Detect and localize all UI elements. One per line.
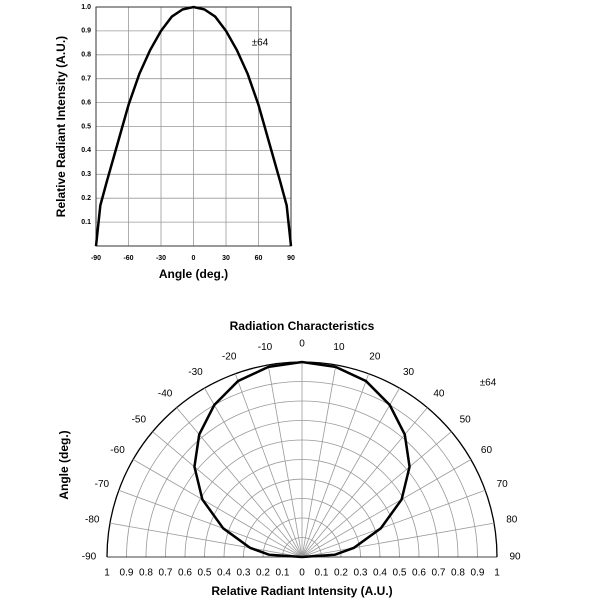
r-tick-label: 0.8 <box>451 568 465 579</box>
y-tick-label: 0.8 <box>81 52 91 59</box>
x-tick-label: -90 <box>91 255 101 262</box>
r-tick-label: 0.1 <box>315 568 329 579</box>
r-tick-label: 0.4 <box>373 568 387 579</box>
chart-title: Radiation Characteristics <box>230 319 375 333</box>
grid-spoke <box>301 387 400 558</box>
x-tick-label: 0 <box>192 255 196 262</box>
angle-tick-label: 20 <box>369 351 381 362</box>
r-tick-label: 0 <box>299 568 305 579</box>
angle-tick-label: 40 <box>433 388 445 399</box>
angle-tick-label: 10 <box>333 342 345 353</box>
angle-tick-label: -10 <box>258 342 273 353</box>
grid-spoke <box>301 373 370 558</box>
y-tick-label: 1.0 <box>81 4 91 11</box>
angle-tick-label: -70 <box>95 479 110 490</box>
y-tick-label: 0.3 <box>81 171 91 178</box>
y-axis-label: Relative Radiant Intensity (A.U.) <box>54 36 68 217</box>
r-tick-label: 0.9 <box>471 568 485 579</box>
grid-spoke <box>301 489 486 558</box>
x-tick-label: 30 <box>222 255 230 262</box>
angle-tick-label: -30 <box>188 367 203 378</box>
grid-spoke <box>118 489 303 558</box>
y-tick-label: 0.7 <box>81 76 91 83</box>
r-tick-label: 0.2 <box>334 568 348 579</box>
r-tick-label: 0.2 <box>256 568 270 579</box>
r-tick-label: 0.9 <box>120 568 134 579</box>
angle-tick-label: -90 <box>82 552 97 563</box>
y-tick-label: 0.2 <box>81 195 91 202</box>
curve <box>94 5 293 247</box>
angle-tick-label: -50 <box>132 415 147 426</box>
grid-spoke <box>301 364 337 558</box>
y-axis-label: Angle (deg.) <box>57 430 71 499</box>
x-tick-label: -60 <box>123 255 133 262</box>
grid-spoke <box>152 431 303 558</box>
angle-tick-label: 30 <box>403 367 415 378</box>
r-tick-label: 1 <box>494 568 500 579</box>
r-tick-label: 0.8 <box>139 568 153 579</box>
r-tick-label: 0.4 <box>217 568 231 579</box>
y-tick-label: 0.4 <box>81 147 91 154</box>
r-tick-label: 0.6 <box>178 568 192 579</box>
r-tick-label: 0.7 <box>432 568 446 579</box>
x-tick-label: 90 <box>287 255 295 262</box>
grid-spoke <box>301 407 428 558</box>
grid-spoke <box>109 522 303 558</box>
x-tick-label: -30 <box>156 255 166 262</box>
r-tick-label: 0.5 <box>393 568 407 579</box>
annotation: ±64 <box>252 38 269 49</box>
grid-spoke <box>132 459 303 558</box>
grid-spoke <box>234 373 303 558</box>
grid-spoke <box>301 522 495 558</box>
r-tick-label: 0.7 <box>159 568 173 579</box>
r-tick-label: 1 <box>104 568 110 579</box>
angle-tick-label: -80 <box>85 515 100 526</box>
x-tick-label: 60 <box>255 255 263 262</box>
angle-tick-label: 90 <box>509 552 521 563</box>
x-axis-label: Angle (deg.) <box>159 267 228 281</box>
r-tick-label: 0.3 <box>237 568 251 579</box>
y-tick-label: 0.5 <box>81 123 91 130</box>
angle-tick-label: -60 <box>110 445 125 456</box>
grid-spoke <box>204 387 303 558</box>
grid-spoke <box>301 431 452 558</box>
curve <box>193 360 411 559</box>
angle-tick-label: 0 <box>299 339 305 350</box>
grid-spoke <box>267 364 303 558</box>
y-tick-label: 0.1 <box>81 219 91 226</box>
angle-tick-label: 50 <box>460 415 472 426</box>
y-tick-label: 0.6 <box>81 99 91 106</box>
grid-spoke <box>176 407 303 558</box>
angle-tick-label: -20 <box>222 351 237 362</box>
angle-tick-label: -40 <box>158 388 173 399</box>
angle-tick-label: 70 <box>497 479 509 490</box>
angle-tick-label: 80 <box>506 515 518 526</box>
annotation: ±64 <box>480 378 497 389</box>
y-tick-label: 0.9 <box>81 28 91 35</box>
angle-tick-label: 60 <box>481 445 493 456</box>
r-tick-label: 0.1 <box>276 568 290 579</box>
grid-spoke <box>301 459 472 558</box>
x-axis-label: Relative Radiant Intensity (A.U.) <box>211 584 392 598</box>
r-tick-label: 0.3 <box>354 568 368 579</box>
r-tick-label: 0.5 <box>198 568 212 579</box>
r-tick-label: 0.6 <box>412 568 426 579</box>
